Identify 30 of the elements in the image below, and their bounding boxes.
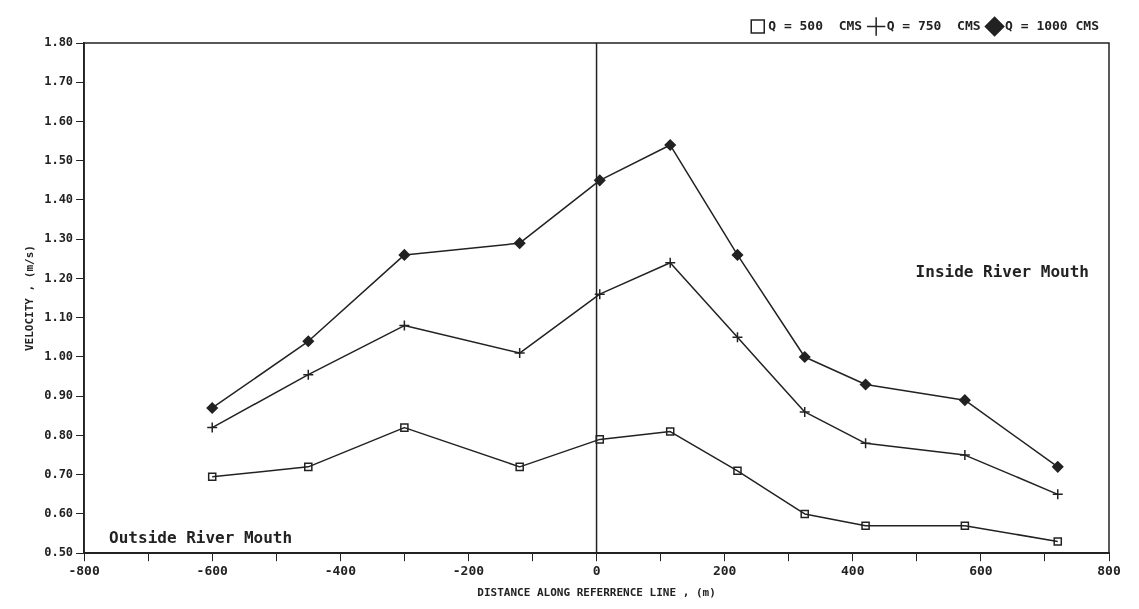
y-tick-label: 1.10 [44,309,74,324]
y-tick-label: 1.30 [44,231,74,246]
y-tick-label: 1.40 [44,192,74,207]
legend-label: Q = 750 CMS [886,17,981,33]
y-tick-label: 0.90 [44,388,74,403]
y-tick-label: 0.70 [44,466,74,481]
annotation: Outside River Mouth [109,528,293,548]
x-tick-label: 800 [1097,563,1121,579]
y-tick-label: 0.60 [44,506,74,521]
legend-label: Q = 500 CMS [768,17,863,33]
x-tick-label: -800 [68,563,100,579]
x-tick-label: 200 [712,563,737,579]
x-tick-label: -600 [196,563,229,579]
x-tick-label: 400 [841,563,865,579]
x-tick-label: 600 [969,563,993,579]
x-axis-title: DISTANCE ALONG REFERRENCE LINE , (m) [477,586,716,600]
annotation: Inside River Mouth [915,261,1089,281]
y-tick-label: 1.20 [44,270,74,285]
legend-label: Q = 1000 CMS [1005,17,1100,33]
x-tick-label: 0 [592,563,601,579]
y-tick-label: 1.70 [44,74,74,89]
y-tick-label: 1.50 [44,152,74,167]
x-tick-label: -200 [452,563,485,579]
y-tick-label: 0.50 [44,545,74,560]
y-tick-label: 1.60 [44,113,74,128]
x-tick-label: -400 [324,563,357,579]
y-axis-title: VELOCITY , (m/s) [23,245,37,352]
y-tick-label: 1.80 [44,35,74,50]
y-tick-label: 1.00 [44,349,74,364]
y-tick-label: 0.80 [44,427,74,442]
